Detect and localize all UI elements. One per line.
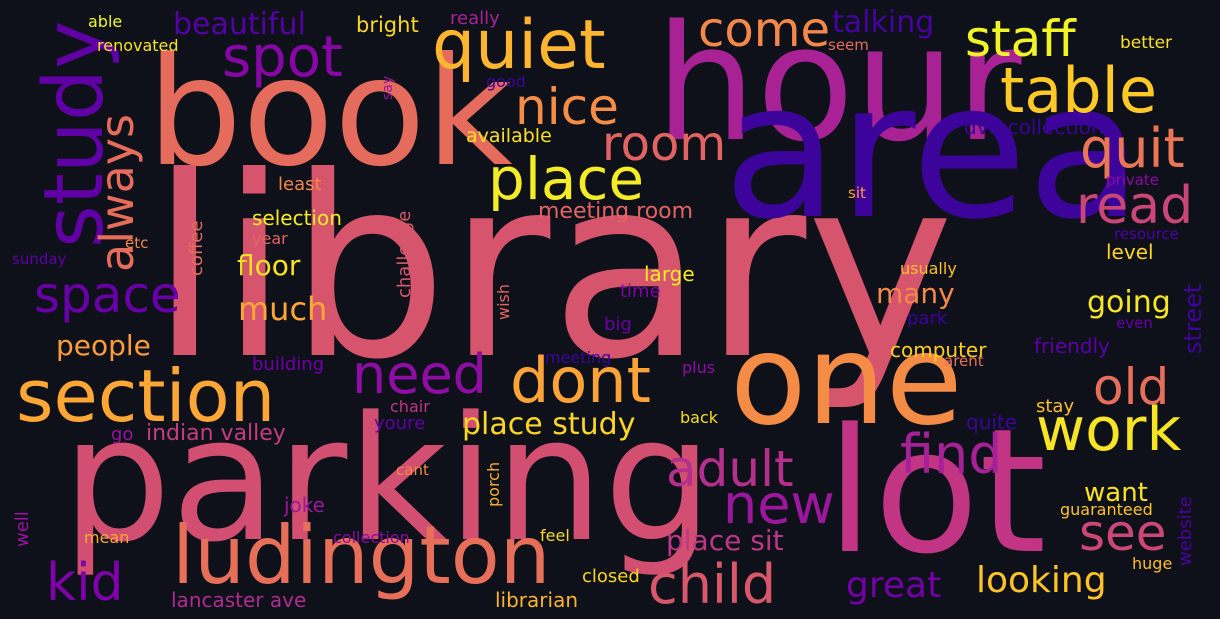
- cloud-word: etc: [125, 234, 149, 252]
- cloud-word: place study: [462, 407, 636, 442]
- cloud-word: child: [648, 553, 777, 616]
- cloud-word: quit: [1080, 117, 1185, 180]
- cloud-word: meeting: [545, 348, 612, 367]
- cloud-word: find: [900, 423, 1003, 486]
- cloud-word: challenge: [394, 210, 415, 298]
- cloud-word: ludington: [172, 509, 551, 602]
- cloud-word: room: [602, 116, 727, 172]
- cloud-word: time: [620, 281, 661, 302]
- cloud-word: even: [1116, 314, 1153, 332]
- cloud-word: one: [730, 308, 963, 453]
- cloud-word: quiet: [432, 6, 606, 85]
- cloud-word: guaranteed: [1060, 500, 1153, 519]
- cloud-word: year: [252, 229, 288, 248]
- cloud-word: place: [488, 145, 645, 213]
- cloud-word: going: [1087, 285, 1171, 320]
- cloud-word: large: [644, 262, 695, 286]
- cloud-word: wish: [494, 283, 513, 320]
- cloud-word: better: [1120, 33, 1173, 53]
- cloud-word: really: [450, 8, 500, 29]
- cloud-word: resource: [1114, 225, 1179, 243]
- cloud-word: want: [1084, 478, 1148, 508]
- cloud-word: go: [111, 424, 134, 445]
- cloud-word: people: [56, 329, 151, 362]
- cloud-word: private: [1106, 171, 1160, 189]
- cloud-word: usually: [900, 259, 957, 278]
- cloud-word: well: [12, 511, 33, 547]
- cloud-word: lancaster ave: [171, 588, 307, 612]
- cloud-word: youre: [374, 413, 426, 434]
- cloud-word: able: [88, 12, 123, 31]
- cloud-word: renovated: [97, 36, 179, 55]
- cloud-word: need: [352, 343, 487, 406]
- cloud-word: say: [380, 75, 396, 100]
- cloud-word: chair: [390, 397, 430, 416]
- cloud-word: talking: [832, 5, 935, 40]
- cloud-word: looking: [976, 560, 1107, 601]
- cloud-word: great: [846, 565, 942, 606]
- cloud-word: street: [1179, 283, 1207, 354]
- cloud-word: hour: [655, 0, 1022, 177]
- cloud-word: huge: [1132, 554, 1173, 573]
- cloud-word: sunday: [12, 250, 67, 268]
- cloud-word: librarian: [495, 588, 578, 612]
- cloud-word: stay: [1036, 396, 1075, 417]
- cloud-word: closed: [582, 566, 640, 587]
- cloud-word: read: [1076, 176, 1194, 236]
- cloud-word: old: [1093, 358, 1170, 416]
- cloud-word: least: [278, 174, 322, 195]
- cloud-word: selection: [252, 206, 342, 230]
- cloud-word: area: [723, 42, 1143, 261]
- cloud-word: come: [698, 2, 831, 58]
- cloud-word: sit: [848, 184, 866, 202]
- cloud-word: good: [486, 72, 526, 91]
- cloud-word: kid: [46, 553, 124, 613]
- cloud-word: dont: [510, 344, 651, 417]
- cloud-word: quite: [966, 410, 1018, 434]
- cloud-word: new: [723, 473, 835, 536]
- cloud-word: back: [680, 408, 719, 427]
- cloud-word: table: [1000, 54, 1158, 127]
- cloud-word: much: [238, 290, 328, 328]
- cloud-word: coffee: [186, 220, 207, 276]
- cloud-word: available: [466, 125, 552, 147]
- cloud-word: bright: [356, 13, 419, 37]
- cloud-word: indian valley: [146, 421, 286, 446]
- cloud-word: library: [150, 123, 955, 414]
- cloud-word: spot: [222, 25, 343, 90]
- cloud-word: section: [16, 354, 276, 438]
- cloud-word: work: [1036, 395, 1182, 465]
- cloud-word: level: [1106, 240, 1154, 264]
- cloud-word: adult: [666, 440, 794, 498]
- cloud-word: nice: [515, 78, 619, 136]
- cloud-word: arent: [944, 352, 984, 370]
- cloud-word: space: [34, 266, 181, 324]
- cloud-word: floor: [237, 249, 301, 282]
- cloud-word: park: [907, 308, 948, 329]
- cloud-word: seem: [828, 36, 869, 54]
- cloud-word: building: [252, 354, 325, 375]
- cloud-word: beautiful: [173, 7, 306, 42]
- cloud-word: website: [1175, 496, 1196, 566]
- cloud-word: porch: [484, 461, 503, 507]
- cloud-word: staff: [965, 10, 1076, 68]
- cloud-word: lot: [826, 391, 1047, 592]
- cloud-word: many: [876, 277, 955, 310]
- cloud-word: see: [1079, 504, 1167, 562]
- cloud-word: parking: [62, 379, 713, 580]
- cloud-word: friendly: [1034, 334, 1110, 358]
- cloud-word: dvd collection: [964, 115, 1104, 139]
- cloud-word: place sit: [666, 524, 784, 557]
- cloud-word: mean: [84, 528, 130, 547]
- cloud-word: collection: [333, 528, 410, 547]
- cloud-word: book: [147, 26, 513, 200]
- cloud-word: feel: [540, 526, 570, 545]
- cloud-word: meeting room: [538, 199, 694, 224]
- cloud-word: computer: [890, 338, 987, 362]
- cloud-word: cant: [396, 461, 429, 479]
- cloud-word: joke: [284, 493, 325, 517]
- cloud-word: plus: [682, 358, 716, 377]
- cloud-word: big: [604, 314, 632, 335]
